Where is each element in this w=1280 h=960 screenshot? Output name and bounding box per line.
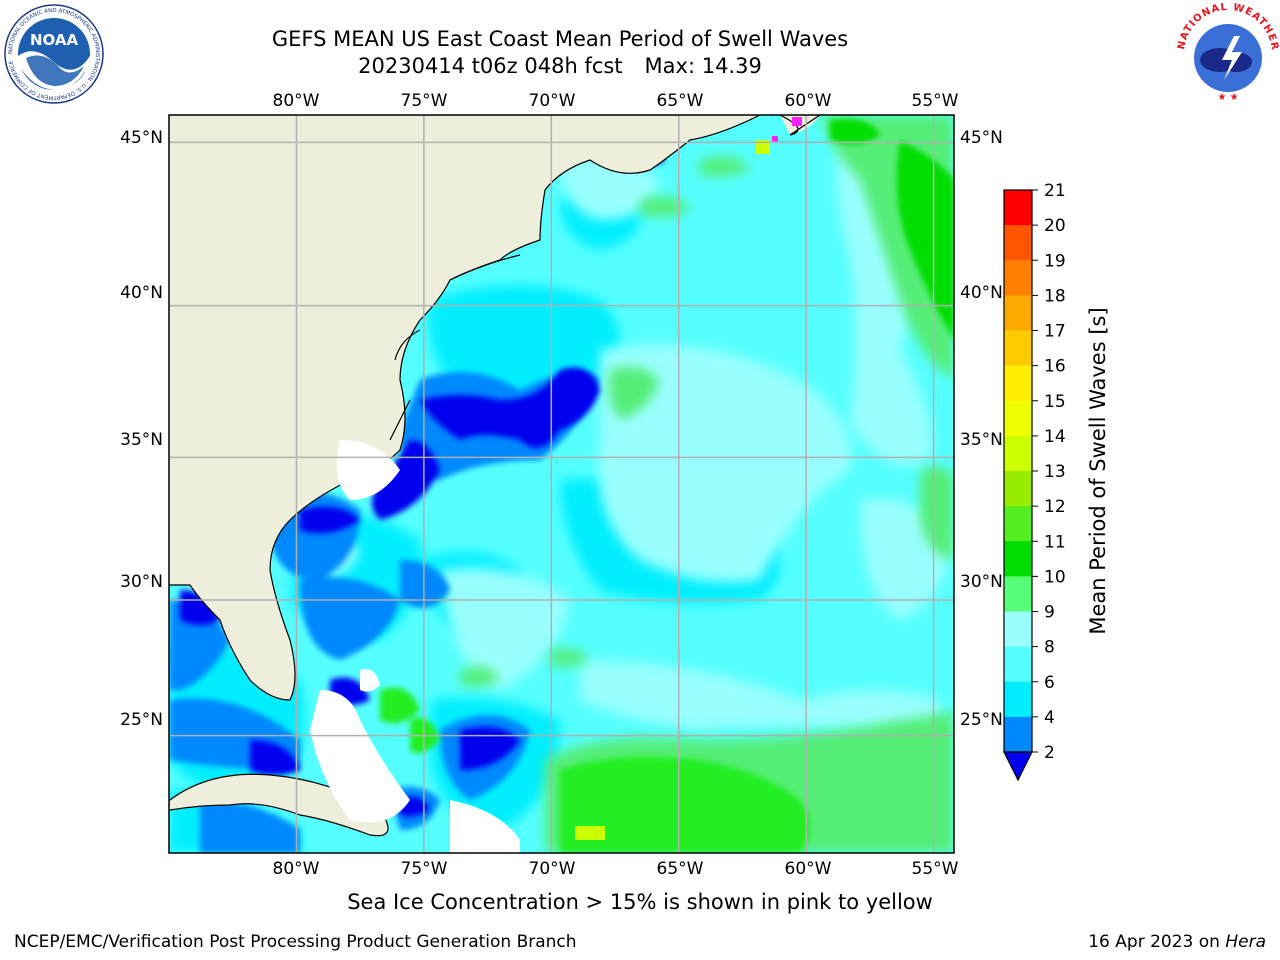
lat-label-right: 45°N xyxy=(960,128,1003,148)
max-label: Max: 14.39 xyxy=(644,54,762,78)
colorbar-segment xyxy=(1004,576,1032,612)
sea-ice-note: Sea Ice Concentration > 15% is shown in … xyxy=(347,890,933,914)
colorbar-label: 19 xyxy=(1044,251,1066,271)
gridlines xyxy=(169,115,954,853)
colorbar-segment xyxy=(1004,365,1032,402)
lat-label-right: 25°N xyxy=(960,710,1003,730)
footer-machine: Hera xyxy=(1225,932,1266,952)
colorbar-title: Mean Period of Swell Waves [s] xyxy=(1086,307,1110,634)
colorbar-segment xyxy=(1004,506,1032,542)
colorbar xyxy=(1003,189,1033,782)
lat-label-right: 35°N xyxy=(960,430,1003,450)
lat-label-right: 40°N xyxy=(960,283,1003,303)
colorbar-label: 2 xyxy=(1044,743,1055,763)
colorbar-segment xyxy=(1004,681,1032,718)
lon-label-bottom: 65°W xyxy=(657,859,704,879)
lat-labels-left: 45°N 40°N 35°N 30°N 25°N xyxy=(120,128,163,730)
lon-label-top: 55°W xyxy=(912,91,959,111)
colorbar-segment xyxy=(1004,716,1032,753)
colorbar-label: 17 xyxy=(1044,322,1066,342)
run-label: 20230414 t06z 048h fcst xyxy=(358,54,623,78)
lat-label-left: 35°N xyxy=(120,430,163,450)
colorbar-label: 6 xyxy=(1044,673,1055,693)
colorbar-label: 18 xyxy=(1044,286,1066,306)
colorbar-label: 13 xyxy=(1044,462,1066,482)
colorbar-label: 16 xyxy=(1044,357,1066,377)
colorbar-segment xyxy=(1004,330,1032,367)
lat-label-left: 45°N xyxy=(120,128,163,148)
footer-credit: NCEP/EMC/Verification Post Processing Pr… xyxy=(14,932,577,952)
colorbar-label: 14 xyxy=(1044,427,1066,447)
colorbar-segment xyxy=(1004,260,1032,296)
colorbar-labels: 21 20 19 18 17 16 15 14 13 12 11 10 9 8 6 4 2 xyxy=(1032,181,1066,763)
colorbar-label: 11 xyxy=(1044,532,1066,552)
chart-subtitle: 20230414 t06z 048h fcst Max: 14.39 xyxy=(160,54,960,78)
colorbar-label: 15 xyxy=(1044,392,1066,412)
colorbar-label: 4 xyxy=(1044,708,1055,728)
colorbar-label: 9 xyxy=(1044,603,1055,623)
colorbar-under-arrow xyxy=(1003,751,1033,782)
colorbar-label: 20 xyxy=(1044,216,1066,236)
lon-label-bottom: 70°W xyxy=(529,859,576,879)
map-frame xyxy=(168,114,955,854)
lon-labels-bottom: 80°W 75°W 70°W 65°W 60°W 55°W xyxy=(273,859,959,879)
lon-label-top: 70°W xyxy=(529,91,576,111)
footer-date: 16 Apr 2023 on Hera xyxy=(1088,932,1266,952)
lon-label-bottom: 55°W xyxy=(912,859,959,879)
lat-label-right: 30°N xyxy=(960,572,1003,592)
colorbar-label: 12 xyxy=(1044,497,1066,517)
lon-labels-top: 80°W 75°W 70°W 65°W 60°W 55°W xyxy=(273,91,959,111)
lon-label-bottom: 60°W xyxy=(785,859,832,879)
noaa-logo: NATIONAL OCEANIC AND ATMOSPHERIC ADMINIS… xyxy=(4,4,104,104)
noaa-text: NOAA xyxy=(30,31,79,49)
colorbar-segment xyxy=(1004,471,1032,507)
lon-label-bottom: 80°W xyxy=(273,859,320,879)
lat-label-left: 30°N xyxy=(120,572,163,592)
colorbar-label: 21 xyxy=(1044,181,1066,201)
nws-logo: NATIONAL WEATHER SERVICE ★ ★ xyxy=(1176,2,1279,104)
colorbar-segment xyxy=(1004,190,1032,226)
lat-label-left: 40°N xyxy=(120,283,163,303)
colorbar-segment xyxy=(1004,646,1032,683)
colorbar-segment xyxy=(1004,400,1032,437)
lat-labels-right: 45°N 40°N 35°N 30°N 25°N xyxy=(960,128,1003,730)
land-us xyxy=(169,115,760,700)
lat-label-left: 25°N xyxy=(120,710,163,730)
colorbar-segment xyxy=(1004,435,1032,472)
lon-label-top: 65°W xyxy=(657,91,704,111)
chart-title: GEFS MEAN US East Coast Mean Period of S… xyxy=(271,27,849,51)
lon-label-top: 60°W xyxy=(785,91,832,111)
colorbar-segment xyxy=(1004,225,1032,261)
svg-text:★ ★: ★ ★ xyxy=(1217,92,1238,103)
lon-label-top: 75°W xyxy=(401,91,448,111)
colorbar-segment xyxy=(1004,541,1032,577)
coastlines xyxy=(169,115,821,837)
footer-date-text: 16 Apr 2023 on xyxy=(1088,932,1220,952)
colorbar-segment xyxy=(1004,295,1032,331)
colorbar-segment xyxy=(1004,611,1032,648)
colorbar-label: 10 xyxy=(1044,567,1066,587)
colorbar-label: 8 xyxy=(1044,638,1055,658)
lon-label-top: 80°W xyxy=(273,91,320,111)
map-field xyxy=(169,115,954,853)
lon-label-bottom: 75°W xyxy=(401,859,448,879)
